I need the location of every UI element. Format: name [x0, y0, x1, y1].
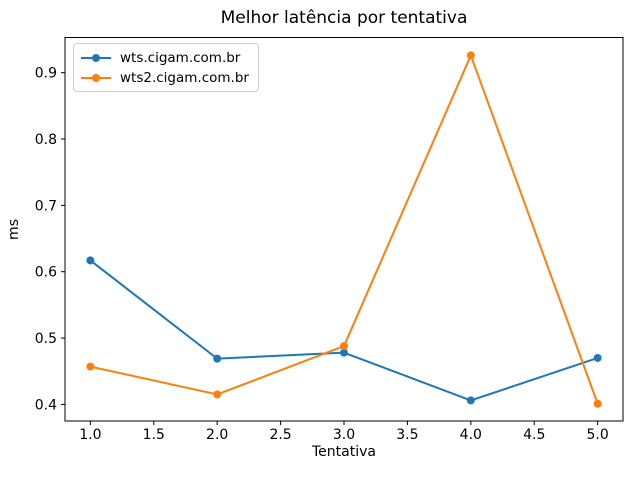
data-point — [340, 342, 348, 351]
series-line-wts.cigam.com.br — [89, 259, 598, 402]
legend-label: wts2.cigam.com.br — [120, 69, 249, 86]
legend: wts.cigam.com.br wts2.cigam.com.br — [73, 43, 259, 92]
x-tick-label: 2.0 — [206, 427, 228, 443]
legend-item: wts.cigam.com.br — [80, 48, 249, 67]
x-tick-label: 5.0 — [587, 427, 609, 443]
legend-line-sample — [81, 73, 111, 82]
x-tick-label: 1.0 — [79, 427, 101, 443]
x-tick-label: 3.5 — [396, 427, 418, 443]
data-point — [86, 256, 95, 265]
legend-label: wts.cigam.com.br — [120, 49, 241, 66]
y-tick-label: 0.8 — [35, 132, 57, 148]
chart-title: Melhor latência por tentativa — [220, 8, 468, 28]
x-tick-label: 1.5 — [143, 427, 165, 443]
y-tick-label: 0.6 — [35, 265, 57, 281]
y-axis-label-wrap: ms — [6, 37, 22, 421]
data-point — [593, 399, 602, 408]
y-tick-label: 0.9 — [35, 66, 57, 82]
data-point — [213, 354, 222, 363]
data-point — [86, 362, 95, 371]
y-tick-label: 0.4 — [35, 397, 57, 413]
x-axis-label: Tentativa — [312, 444, 376, 460]
data-point — [466, 396, 475, 405]
y-axis-label: ms — [6, 218, 22, 240]
data-point — [213, 390, 222, 399]
data-point — [593, 353, 602, 362]
y-tick-label: 0.5 — [35, 331, 57, 347]
y-tick-label: 0.7 — [35, 198, 57, 214]
x-tick-label: 2.5 — [269, 427, 291, 443]
legend-item: wts2.cigam.com.br — [80, 68, 249, 87]
x-tick-label: 3.0 — [333, 427, 355, 443]
x-tick-label: 4.5 — [523, 427, 545, 443]
plot-border — [64, 37, 624, 422]
legend-line-sample — [81, 53, 111, 62]
data-point — [466, 51, 475, 60]
x-tick-label: 4.0 — [460, 427, 482, 443]
data-point — [340, 348, 348, 357]
